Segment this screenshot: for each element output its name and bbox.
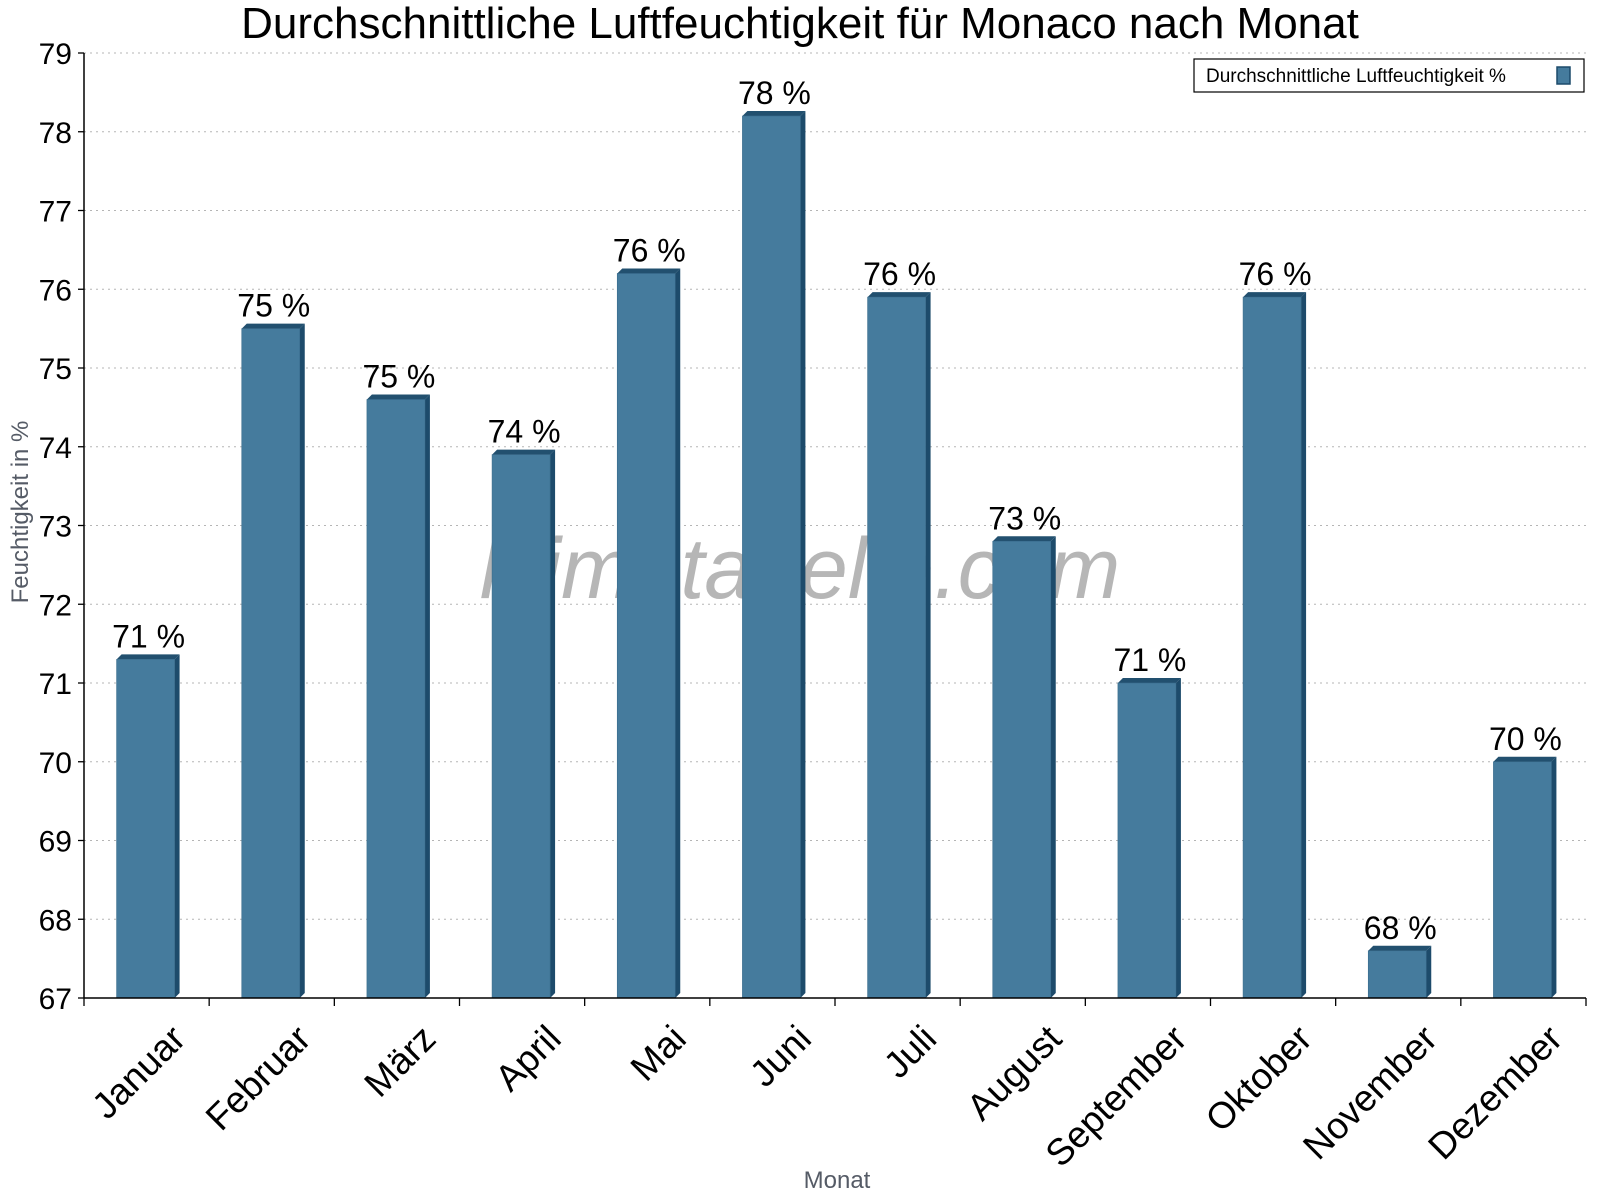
y-tick-label: 69 (39, 826, 72, 859)
data-labels: 71 % 75 % 75 % 74 % 76 % 78 % 76 % 73 % 71 % 76 %… (112, 75, 1562, 946)
bar-side (1050, 536, 1056, 998)
y-axis-label: Feuchtigkeit in % (7, 421, 34, 604)
bar-side (299, 323, 305, 998)
x-tick-label: Dezember (1420, 1018, 1570, 1168)
bar-top (1368, 945, 1432, 951)
legend-box (1193, 58, 1585, 93)
bar-side (550, 449, 556, 998)
data-label: 73 % (988, 500, 1061, 536)
bar-top (366, 394, 430, 400)
bar-januar (116, 654, 180, 999)
x-tick-label: November (1295, 1018, 1445, 1168)
bar-september (1117, 678, 1181, 999)
x-axis-label: Monat (804, 1167, 871, 1194)
bar-juli (867, 292, 931, 999)
x-tick-label: Juli (876, 1018, 944, 1086)
data-label: 75 % (237, 288, 310, 324)
bar-top (1243, 292, 1307, 298)
bar-side (1551, 756, 1557, 998)
bar-side (800, 111, 806, 998)
bar-side (1426, 945, 1432, 998)
chart-title: Durchschnittliche Luftfeuchtigkeit für M… (241, 0, 1359, 48)
data-label: 75 % (362, 359, 435, 395)
y-tick-label: 73 (39, 511, 72, 544)
x-tick-label: Mai (623, 1018, 694, 1089)
y-tick-label: 77 (39, 196, 72, 229)
bar-front (742, 115, 801, 999)
bar-front (1367, 950, 1427, 999)
bar-top (992, 536, 1056, 542)
bar-side (675, 268, 681, 998)
y-tick-label: 68 (39, 904, 72, 937)
y-tick-label: 76 (39, 274, 72, 307)
bar-top (241, 323, 305, 329)
bar-front (241, 328, 301, 999)
y-tick-label: 67 (39, 983, 72, 1016)
bar-front (491, 454, 551, 999)
bar-februar (241, 323, 305, 999)
bar-front (992, 540, 1052, 999)
legend-label: Durchschnittliche Luftfeuchtigkeit % (1206, 66, 1506, 87)
bar-front (116, 659, 175, 999)
x-tick-label: Juni (742, 1018, 819, 1095)
bar-side (1301, 292, 1307, 998)
bar-top (1117, 678, 1181, 683)
bar-top (867, 292, 931, 298)
bar-side (174, 654, 180, 998)
data-label: 76 % (613, 233, 686, 269)
y-tick-label: 72 (39, 589, 72, 622)
bar-top (742, 111, 806, 116)
bar-april (491, 449, 556, 999)
bar-top (492, 449, 556, 455)
x-tick-label: Februar (198, 1018, 319, 1139)
grid-lines (84, 52, 1586, 920)
y-tick-label: 74 (39, 432, 72, 465)
y-tick-label: 79 (39, 38, 72, 71)
bar-side (925, 292, 931, 998)
bar-side (1175, 678, 1181, 998)
bar-side (424, 394, 430, 998)
bars (116, 111, 1557, 999)
bar-front (1493, 761, 1552, 999)
bar-top (116, 654, 180, 660)
x-tick-label: April (487, 1018, 568, 1099)
bar-mai (616, 268, 681, 999)
data-label: 76 % (863, 256, 936, 292)
bar-front (1242, 296, 1302, 999)
bar-november (1367, 945, 1432, 999)
bar-front (366, 399, 426, 999)
bar-juni (742, 111, 806, 999)
y-tick-label: 70 (39, 747, 72, 780)
data-label: 71 % (112, 618, 185, 654)
bar-top (1493, 756, 1557, 762)
data-label: 71 % (1113, 642, 1186, 678)
y-tick-label: 71 (39, 668, 72, 701)
legend: Durchschnittliche Luftfeuchtigkeit % (1193, 58, 1585, 93)
bar-top (617, 268, 681, 274)
bar-märz (366, 394, 430, 999)
x-tick-label: Januar (84, 1018, 193, 1127)
bar-front (1117, 682, 1177, 999)
y-tick-label: 75 (39, 353, 72, 386)
y-tick-label: 78 (39, 117, 72, 150)
data-label: 70 % (1489, 721, 1562, 757)
data-label: 78 % (738, 75, 811, 111)
bar-front (616, 273, 676, 999)
bar-front (867, 296, 926, 999)
bar-oktober (1242, 292, 1307, 999)
data-label: 68 % (1364, 910, 1437, 946)
x-tick-label: Oktober (1198, 1018, 1320, 1140)
bar-august (992, 536, 1056, 999)
x-tick-label: August (959, 1017, 1070, 1128)
bar-dezember (1493, 756, 1557, 999)
data-label: 76 % (1239, 256, 1312, 292)
x-tick-label: März (356, 1018, 443, 1105)
legend-swatch (1556, 66, 1571, 85)
data-label: 74 % (488, 414, 561, 450)
